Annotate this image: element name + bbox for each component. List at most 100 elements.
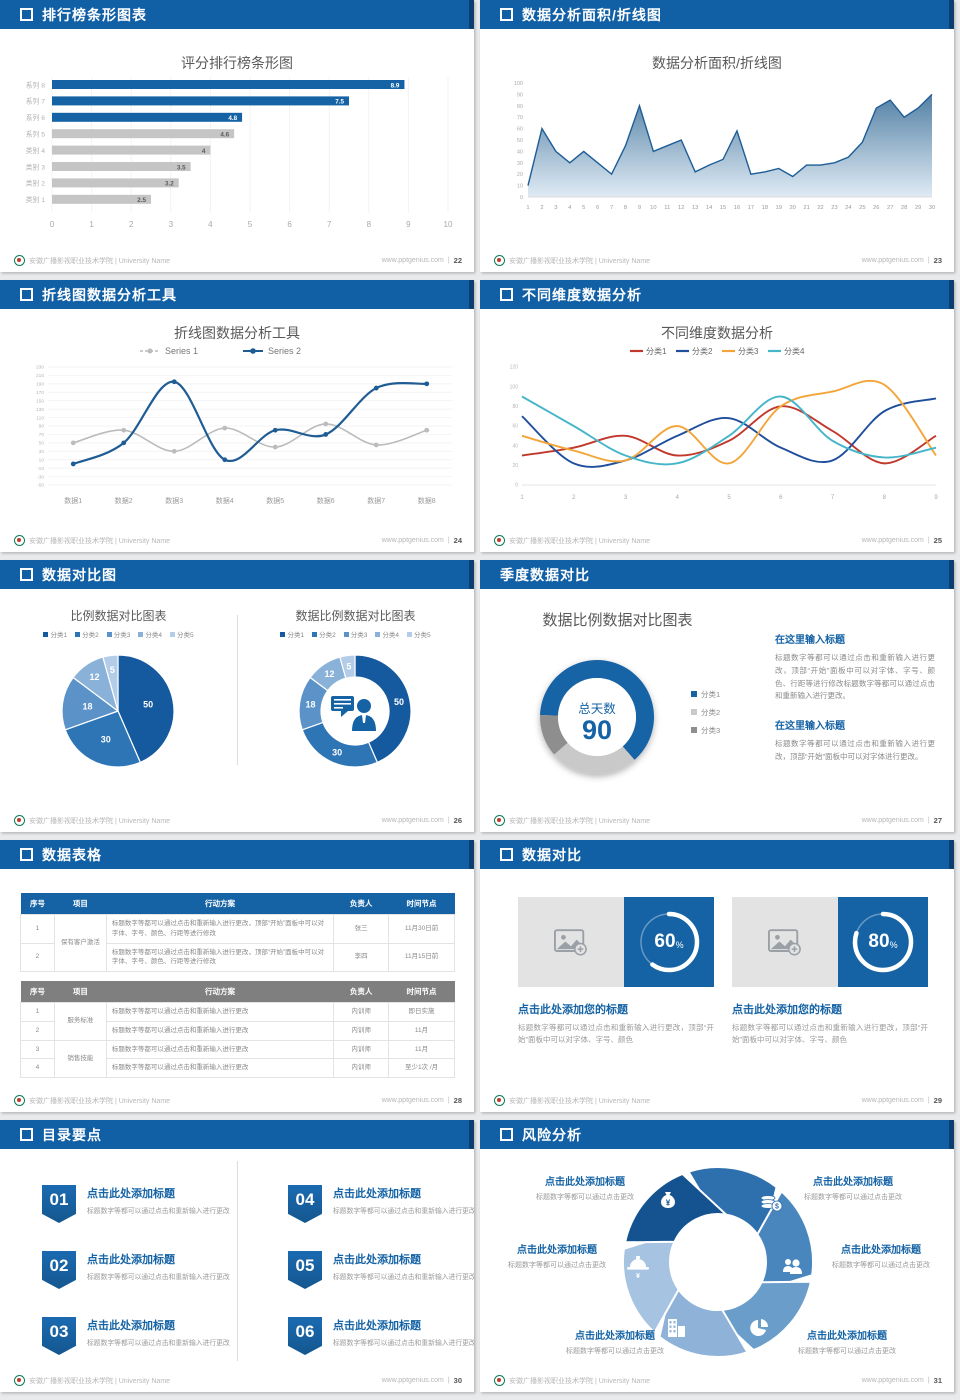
slide-cell-23: 数据分析面积/折线图 数据分析面积/折线图 0 10 20 30 40 50 60 70 80 9… [480,0,960,280]
svg-text:数据6: 数据6 [317,496,335,505]
slide-header-title: 折线图数据分析工具 [42,286,177,303]
slide-25-thumbnail[interactable]: 不同维度数据分析 不同维度数据分析 分类1 分类2 分类3 分类4 0 20 40 60 80 1… [480,280,954,552]
svg-text:类别 1: 类别 1 [26,195,45,204]
risk-label: 点击此处添加标题 标题数字等都可以通过点击更改 [536,1177,634,1201]
svg-text:20: 20 [512,463,518,469]
svg-text:60: 60 [512,424,518,430]
progress-card: 80% 点击此处添加您的标题 标题数字等都可以通过点击和重新输入进行更改，顶部“… [732,897,928,1046]
svg-text:¥: ¥ [666,1199,671,1208]
legend-item: 分类2 [75,629,99,639]
page-number: 22 [453,256,462,265]
action-plan-table-2: 序号 项目 行动方案 负责人 时间节点 1 服务标准 标题数字等都可以通过点击和… [20,981,455,1078]
svg-text:29: 29 [915,205,921,211]
svg-text:1: 1 [526,205,529,211]
svg-text:90: 90 [582,715,612,745]
add-picture-icon [768,928,801,956]
svg-text:1: 1 [520,495,524,501]
toc-item: 04 点击此处添加标题 标题数字等都可以通过点击和重新输入进行更改 [288,1185,474,1223]
svg-text:Series 2: Series 2 [268,346,301,356]
page-number: 27 [933,816,942,825]
progress-ring-panel: 80% [838,897,928,987]
svg-text:10: 10 [517,184,523,190]
slide-31-thumbnail[interactable]: 风险分析 ¥ $ ¥ 点击此处添加标题 标题数字等都可以通过点击更改 点击此处添加标题… [480,1120,954,1392]
svg-text:14: 14 [706,205,713,211]
svg-text:系列 8: 系列 8 [26,80,45,89]
chart-title: 折线图数据分析工具 [174,325,300,341]
slide-30-thumbnail[interactable]: 目录要点 01 点击此处添加标题 标题数字等都可以通过点击和重新输入进行更改 02… [0,1120,474,1392]
chart-title: 评分排行榜条形图 [181,55,293,71]
svg-text:4: 4 [202,148,206,155]
text-column: 在这里输入标题 标题数字等都可以通过点击和重新输入进行更改，顶部“开始”面板中可… [775,617,935,764]
svg-text:30: 30 [101,734,111,744]
number-badge: 01 [42,1185,76,1223]
svg-text:20: 20 [517,172,523,178]
svg-text:8: 8 [624,205,627,211]
svg-text:9: 9 [638,205,641,211]
svg-text:120: 120 [510,365,519,371]
slide-header-title: 目录要点 [42,1126,102,1143]
svg-text:系列 5: 系列 5 [26,130,45,139]
svg-text:110: 110 [36,415,44,421]
slide-23-thumbnail[interactable]: 数据分析面积/折线图 数据分析面积/折线图 0 10 20 30 40 50 60 70 80 9… [480,0,954,272]
slide-27-thumbnail[interactable]: 季度数据对比 数据比例数据对比图表 总天数 90 分类1 分类2 分类3 在这里输入标题… [480,560,954,832]
svg-text:20: 20 [789,205,795,211]
card-title: 点击此处添加您的标题 [732,1004,842,1016]
svg-text:4: 4 [208,220,213,229]
chart-title: 数据分析面积/折线图 [652,55,782,71]
svg-text:数据3: 数据3 [165,496,183,505]
progress-ring-panel: 60% [624,897,714,987]
legend-item: 分类5 [169,629,194,639]
slide-26-thumbnail[interactable]: 数据对比图 比例数据对比图表 分类1 分类2 分类3 分类4 分类5 50 30 18 12 5… [0,560,474,832]
svg-text:30: 30 [929,205,935,211]
square-bullet-icon [500,848,513,861]
svg-text:Series 1: Series 1 [165,346,198,356]
square-bullet-icon [500,8,513,21]
slide-header-title: 季度数据对比 [500,566,590,583]
pie-legend: 分类1 分类2 分类3 分类4 分类5 [0,629,237,639]
number-badge: 06 [288,1317,322,1355]
slide-29-thumbnail[interactable]: 数据对比 60% 点击此处添加您的标题 标题数字等都可以通过点击和重新输入进行更… [480,840,954,1112]
svg-text:230: 230 [36,365,44,371]
slide-header-title: 不同维度数据分析 [522,286,642,303]
svg-text:12: 12 [90,672,100,682]
legend-item: 分类3 [106,629,130,639]
image-placeholder [732,897,838,987]
table-row: 1 服务标准 标题数字等都可以通过点击和重新输入进行更改 内训师 即日实施 [20,1002,455,1041]
svg-text:3: 3 [554,205,557,211]
pie-chart: 50 30 18 12 5 [61,654,175,768]
svg-text:类别 3: 类别 3 [26,162,45,171]
legend-item: 分类2 [312,629,336,639]
svg-text:0: 0 [515,483,518,489]
svg-text:23: 23 [831,205,837,211]
slide-28-thumbnail[interactable]: 数据表格 序号 项目 行动方案 负责人 时间节点 [0,840,474,1112]
slide-cell-25: 不同维度数据分析 不同维度数据分析 分类1 分类2 分类3 分类4 0 20 40 60 80 1… [480,280,960,560]
card-title: 点击此处添加您的标题 [518,1004,628,1016]
number-badge: 02 [42,1251,76,1289]
university-logo-icon [494,255,505,266]
svg-text:150: 150 [36,398,44,404]
svg-text:30: 30 [39,449,45,455]
page-number: 29 [933,1096,942,1105]
svg-text:90: 90 [517,92,523,98]
svg-text:13: 13 [692,205,698,211]
vertical-divider [237,615,238,765]
svg-text:8: 8 [367,220,372,229]
svg-text:5: 5 [346,661,351,671]
slide-24-thumbnail[interactable]: 折线图数据分析工具 折线图数据分析工具 Series 1 Series 2 -50 -… [0,280,474,552]
svg-text:2: 2 [572,495,576,501]
svg-text:-10: -10 [37,466,44,472]
university-logo-icon [14,1095,25,1106]
square-bullet-icon [500,288,513,301]
svg-text:分类2: 分类2 [692,346,713,356]
legend-item: 分类4 [375,629,399,639]
svg-text:8: 8 [883,495,887,501]
svg-text:数据1: 数据1 [64,496,82,505]
svg-text:5: 5 [582,205,585,211]
page-number: 23 [933,256,942,265]
svg-text:9: 9 [934,495,938,501]
svg-text:100: 100 [514,81,523,87]
legend-item: 分类1 [280,629,304,639]
slide-22-thumbnail[interactable]: 排行榜条形图表 评分排行榜条形图 0 1 2 3 4 5 6 7 8 9 10 8.9 系列 8 7.5 系… [0,0,474,272]
svg-text:28: 28 [901,205,907,211]
